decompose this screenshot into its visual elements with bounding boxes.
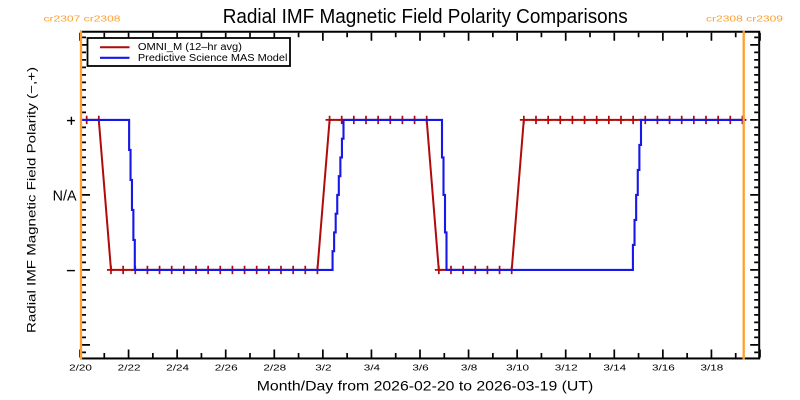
- svg-text:2/24: 2/24: [166, 363, 189, 373]
- svg-text:3/8: 3/8: [461, 363, 478, 373]
- svg-text:OMNI_M (12–hr avg): OMNI_M (12–hr avg): [138, 42, 242, 53]
- svg-text:Month/Day from 2026-02-20 to 2: Month/Day from 2026-02-20 to 2026-03-19 …: [257, 377, 594, 393]
- svg-text:3/14: 3/14: [603, 363, 626, 373]
- svg-text:N/A: N/A: [53, 188, 77, 204]
- svg-text:3/16: 3/16: [652, 363, 675, 373]
- svg-text:3/4: 3/4: [364, 363, 381, 373]
- svg-text:2/22: 2/22: [118, 363, 141, 373]
- svg-text:3/6: 3/6: [412, 363, 429, 373]
- svg-text:2/28: 2/28: [263, 363, 286, 373]
- svg-text:2/20: 2/20: [69, 363, 92, 373]
- svg-text:3/2: 3/2: [315, 363, 332, 373]
- svg-text:2/26: 2/26: [215, 363, 238, 373]
- svg-text:3/12: 3/12: [555, 363, 578, 373]
- svg-text:Radial IMF Magnetic Field Pola: Radial IMF Magnetic Field Polarity (−,+): [25, 67, 39, 333]
- svg-text:cr2308 cr2309: cr2308 cr2309: [706, 14, 783, 24]
- svg-text:Predictive Science MAS Model: Predictive Science MAS Model: [138, 53, 288, 64]
- svg-text:3/10: 3/10: [506, 363, 529, 373]
- svg-text:Radial IMF Magnetic Field Pola: Radial IMF Magnetic Field Polarity Compa…: [223, 5, 628, 28]
- svg-text:cr2307 cr2308: cr2307 cr2308: [44, 14, 121, 24]
- svg-text:3/18: 3/18: [701, 363, 724, 373]
